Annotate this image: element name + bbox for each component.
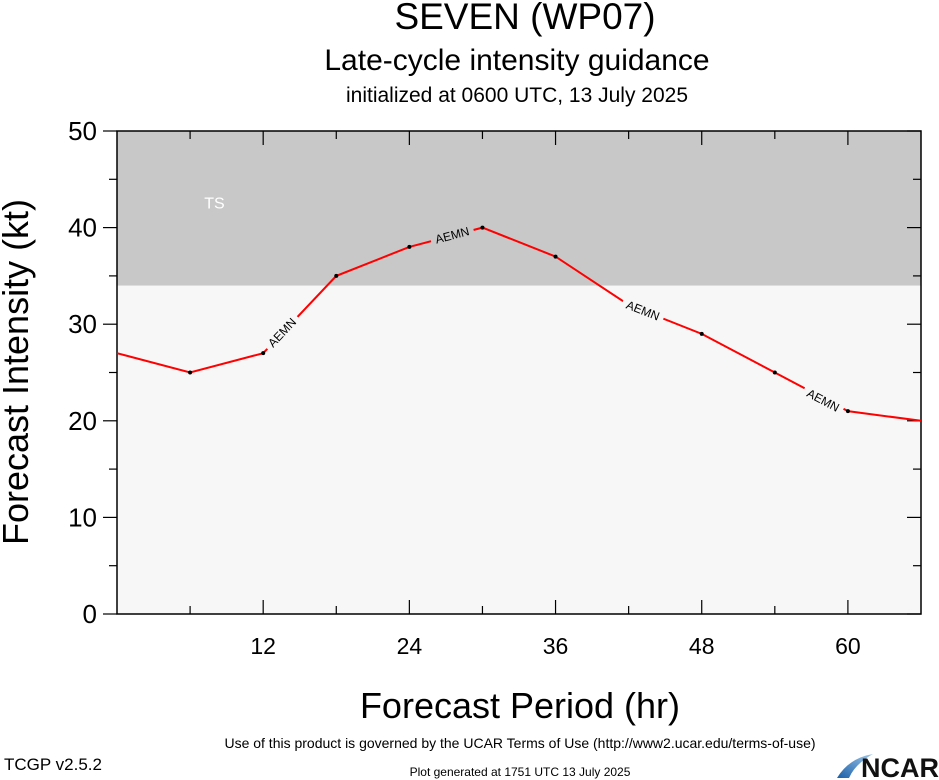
plot-background: TS <box>117 131 921 614</box>
data-point <box>261 351 266 356</box>
ncar-swoosh-icon <box>837 754 873 778</box>
x-tick-label: 12 <box>250 633 276 659</box>
data-point <box>334 273 339 278</box>
data-point <box>188 370 193 375</box>
data-point <box>553 254 558 259</box>
ncar-logo: NCAR <box>837 753 939 780</box>
y-tick-label: 30 <box>68 309 97 339</box>
y-tick-label: 10 <box>68 502 97 532</box>
x-tick-label: 36 <box>543 633 569 659</box>
y-tick-label: 20 <box>68 406 97 436</box>
series-label-gap <box>428 221 476 247</box>
version-text: TCGP v2.5.2 <box>4 755 102 774</box>
x-tick-label: 60 <box>835 633 861 659</box>
series-label-gap <box>800 383 847 417</box>
tick-labels: 12 24 36 48 60 0 10 20 30 40 50 <box>68 116 861 659</box>
band-ts <box>117 131 921 286</box>
y-tick-label: 0 <box>83 599 97 629</box>
ncar-logo-text: NCAR <box>861 753 939 780</box>
series-label-gap <box>620 295 667 325</box>
y-tick-label: 40 <box>68 213 97 243</box>
data-point <box>407 244 412 249</box>
data-point <box>699 331 704 336</box>
band-label-ts: TS <box>204 195 224 212</box>
init-time-text: initialized at 0600 UTC, 13 July 2025 <box>345 84 689 107</box>
terms-of-use-text: Use of this product is governed by the U… <box>224 735 816 751</box>
x-tick-label: 48 <box>689 633 715 659</box>
axis-ticks <box>103 130 922 615</box>
y-tick-label: 50 <box>68 116 97 146</box>
data-point <box>845 409 850 414</box>
generated-time-text: Plot generated at 1751 UTC 13 July 2025 <box>409 765 631 779</box>
series-label-gap <box>261 311 302 353</box>
data-point <box>772 370 777 375</box>
x-tick-label: 24 <box>397 633 423 659</box>
chart-title: SEVEN (WP07) <box>394 0 656 37</box>
y-axis-label: Forecast Intensity (kt) <box>0 199 36 545</box>
chart-subtitle: Late-cycle intensity guidance <box>324 44 710 77</box>
data-point <box>480 225 485 230</box>
series-line-aemn <box>116 226 922 422</box>
x-axis-label: Forecast Period (hr) <box>360 685 680 726</box>
